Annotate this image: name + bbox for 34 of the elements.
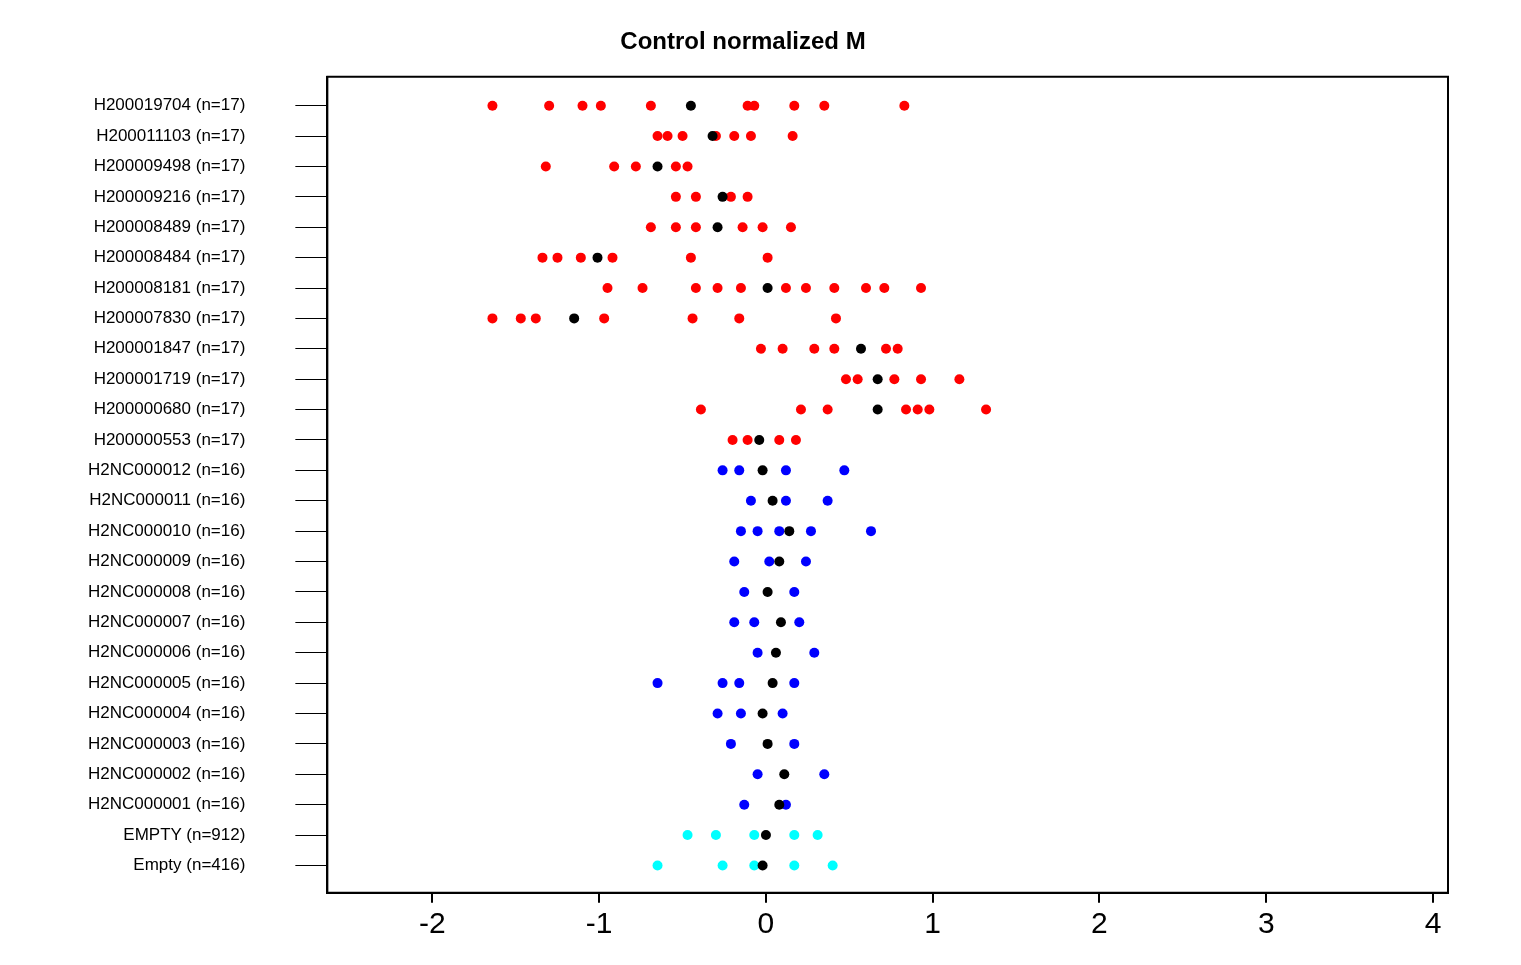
- y-tick-label: EMPTY (n=912): [123, 824, 246, 844]
- y-tick-label: H200001847 (n=17): [93, 338, 246, 358]
- x-tick-label: -1: [585, 906, 613, 940]
- y-tick-label: H200001719 (n=17): [93, 368, 246, 388]
- y-tick-label: Empty (n=416): [133, 855, 246, 875]
- x-tick-label: 3: [1257, 906, 1275, 940]
- x-tick-label: 0: [757, 906, 775, 940]
- y-tick-label: H2NC000003 (n=16): [87, 733, 246, 753]
- y-tick-label: H2NC000010 (n=16): [87, 520, 246, 540]
- y-tick-label: H2NC000006 (n=16): [87, 642, 246, 662]
- y-tick-label: H200009216 (n=17): [93, 186, 246, 206]
- y-tick-label: H200000553 (n=17): [93, 429, 246, 449]
- x-tick-label: 1: [924, 906, 942, 940]
- y-tick-label: H2NC000005 (n=16): [87, 672, 246, 692]
- y-tick-label: H2NC000009 (n=16): [87, 551, 246, 571]
- x-tick-label: 2: [1091, 906, 1108, 940]
- y-tick-label: H2NC000004 (n=16): [87, 703, 246, 723]
- y-tick-label: H2NC000008 (n=16): [87, 581, 246, 601]
- y-tick-label: H2NC000012 (n=16): [87, 460, 246, 480]
- y-tick-label: H200011103 (n=17): [96, 125, 246, 145]
- y-tick-label: H200008484 (n=17): [93, 247, 246, 267]
- x-tick-label: -2: [419, 906, 446, 940]
- y-tick-label: H200008489 (n=17): [93, 216, 246, 236]
- y-tick-label: H2NC000001 (n=16): [87, 794, 246, 814]
- y-tick-label: H2NC000011 (n=16): [89, 490, 246, 510]
- y-tick-label: H200008181 (n=17): [93, 277, 246, 297]
- x-tick-label: 4: [1424, 906, 1442, 940]
- y-tick-label: H2NC000007 (n=16): [87, 612, 246, 632]
- y-tick-label: H2NC000002 (n=16): [87, 763, 246, 783]
- y-tick-label: H200019704 (n=17): [93, 95, 246, 115]
- y-tick-label: H200000680 (n=17): [93, 399, 246, 419]
- y-tick-label: H200009498 (n=17): [93, 156, 246, 176]
- y-tick-label: H200007830 (n=17): [93, 308, 246, 328]
- chart-title: Control normalized M: [620, 27, 866, 55]
